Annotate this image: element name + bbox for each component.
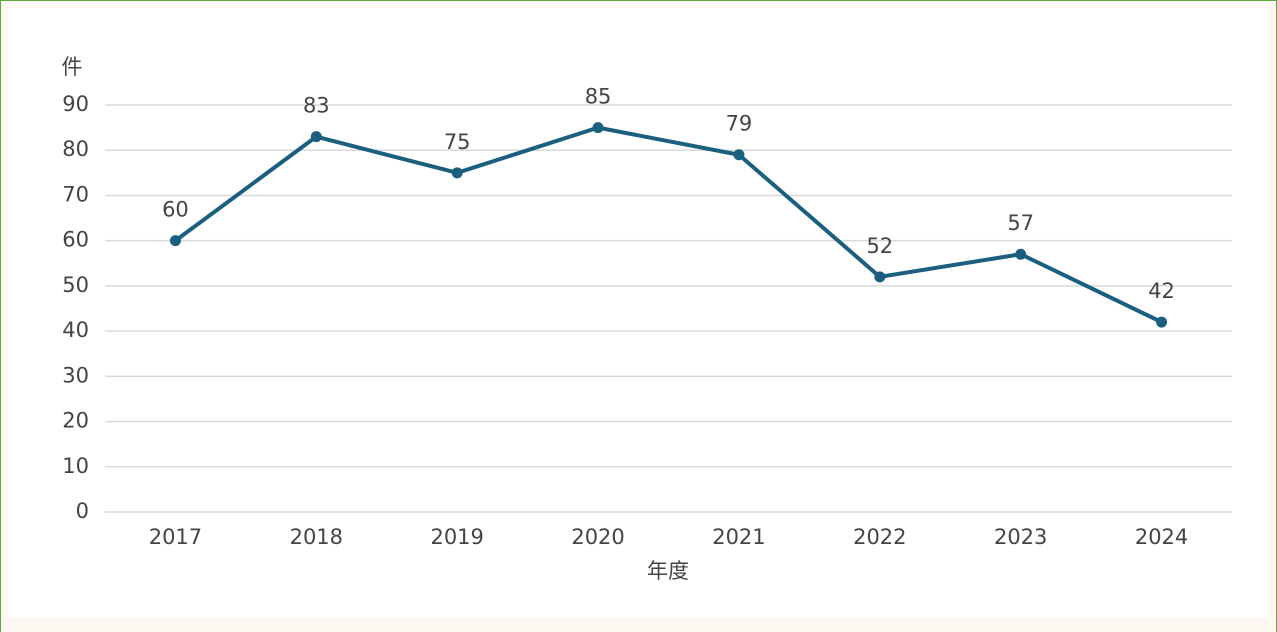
data-label: 42 [1148, 279, 1175, 303]
x-tick-label: 2023 [994, 525, 1047, 549]
x-tick-label: 2024 [1135, 525, 1188, 549]
x-tick-label: 2022 [853, 525, 906, 549]
data-label: 57 [1007, 211, 1034, 235]
y-tick-label: 30 [62, 363, 89, 387]
y-tick-label: 20 [62, 409, 89, 433]
y-axis-label: 件 [62, 55, 83, 79]
y-tick-label: 10 [62, 454, 89, 478]
y-tick-label: 70 [62, 182, 89, 206]
x-tick-label: 2020 [571, 525, 624, 549]
point [1156, 316, 1168, 328]
point [874, 271, 886, 283]
line [174, 125, 1163, 324]
y-tick-label: 50 [62, 273, 89, 297]
data-label: 85 [585, 85, 612, 109]
point [451, 167, 463, 179]
point [1015, 248, 1027, 260]
x-tick-label: 2017 [149, 525, 202, 549]
y-tick-label: 90 [62, 92, 89, 116]
y-tick-label: 60 [62, 228, 89, 252]
x-tick-label: 2018 [290, 525, 343, 549]
point [733, 149, 745, 161]
x-tick-label: 2021 [712, 525, 765, 549]
panel [8, 8, 1269, 618]
point [310, 131, 322, 143]
data-label: 52 [866, 234, 893, 258]
data-label: 83 [303, 94, 330, 118]
point [592, 122, 604, 134]
y-tick-label: 80 [62, 137, 89, 161]
x-axis-label: 年度 [647, 559, 689, 583]
data-label: 75 [444, 130, 471, 154]
y-tick-label: 0 [76, 499, 89, 523]
y-tick-label: 40 [62, 318, 89, 342]
data-label: 79 [726, 112, 753, 136]
x-tick-label: 2019 [430, 525, 483, 549]
data-label: 60 [162, 198, 189, 222]
point [169, 235, 181, 247]
